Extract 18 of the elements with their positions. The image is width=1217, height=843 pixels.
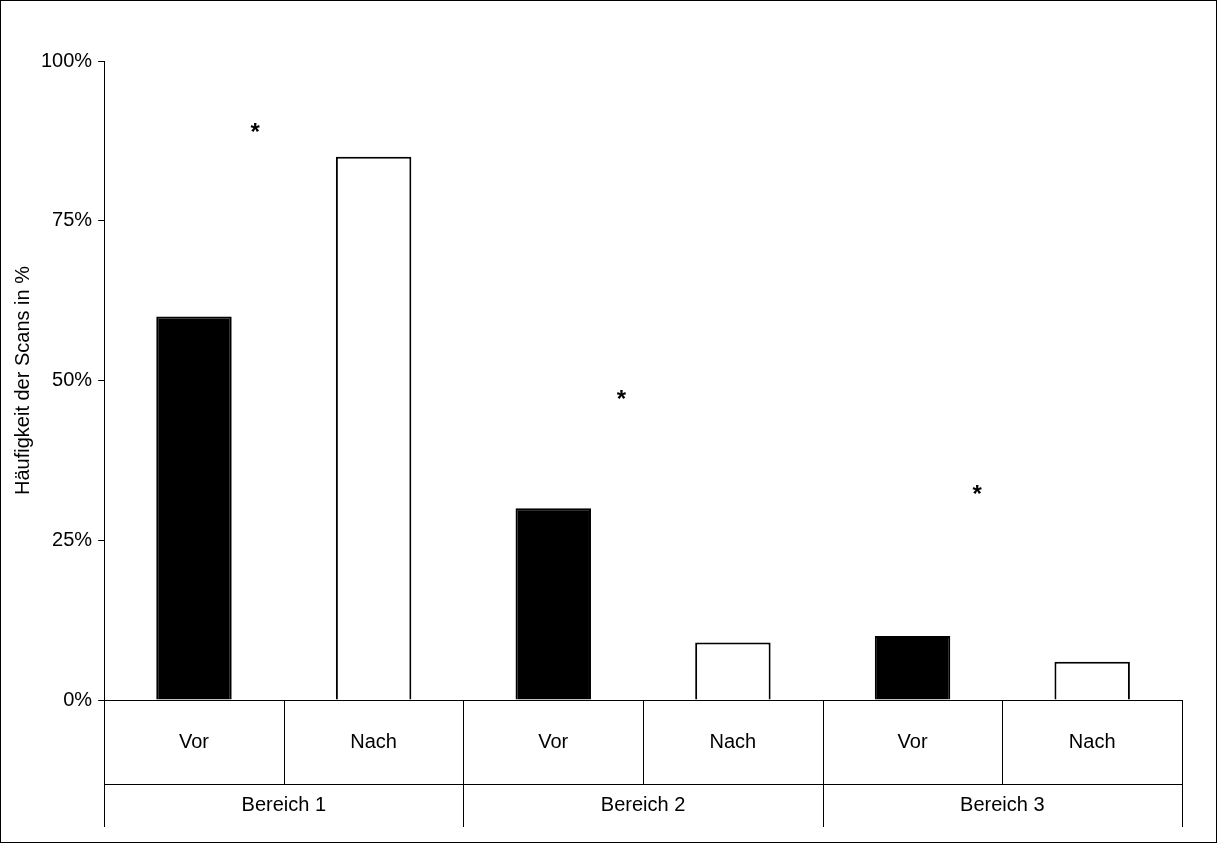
annotation: * [972,480,983,508]
text: Vor [538,729,569,752]
y-tick-label: 75% [52,208,93,231]
y-tick-label: 50% [52,368,93,391]
y-axis-title: Häufigkeit der Scans in % [10,265,33,496]
x-tick-label: Bereich 2 [600,793,686,816]
y-tick-label: 25% [52,527,93,550]
y-tick-label: 100% [41,48,93,71]
x-tick-label: Bereich 3 [960,793,1045,816]
text: Nach [709,729,757,752]
y-tick-label: 0% [63,687,93,710]
text: Vor [897,729,928,752]
series-label: Vor [178,729,210,752]
text: Nach [1068,729,1116,752]
series-label: Nach [350,729,397,752]
x-tick-label: Bereich 1 [241,793,327,816]
annotation: * [250,118,261,146]
annotation: * [616,384,627,412]
